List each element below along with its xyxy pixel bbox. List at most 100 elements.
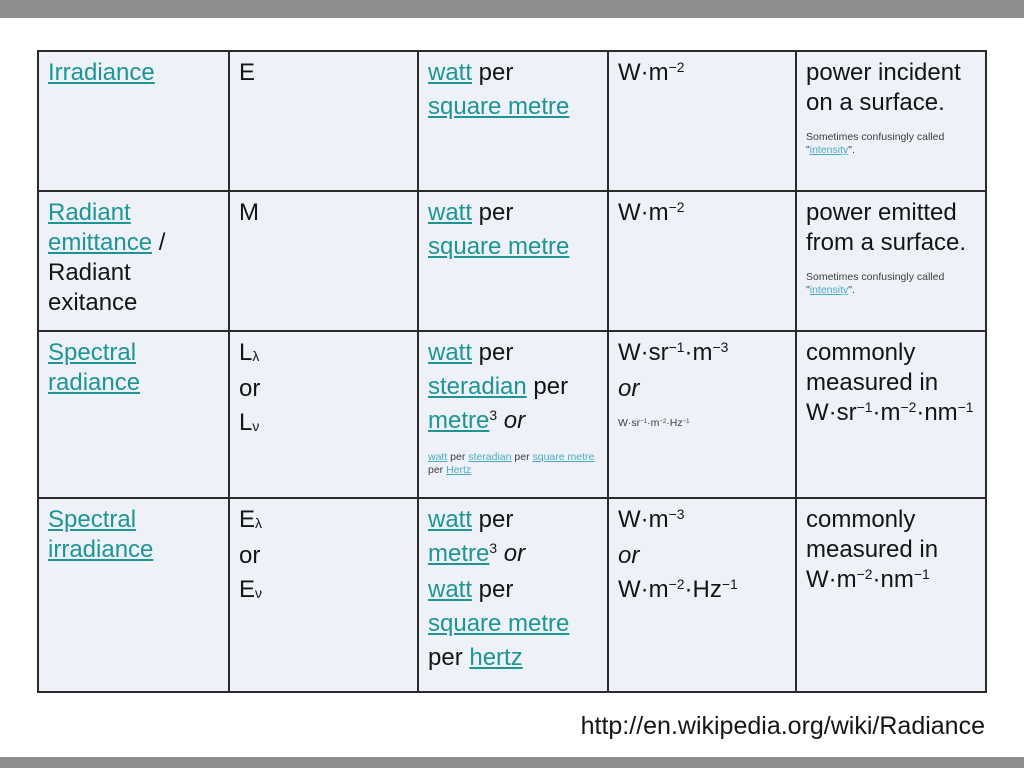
text-segment: ·m — [872, 399, 901, 426]
text-segment: per — [428, 464, 447, 476]
cell-si-units: watt per square metre — [417, 190, 609, 332]
wiki-link[interactable]: Spectral radiance — [48, 339, 141, 396]
cell-text-line: watt per — [428, 338, 597, 368]
text-segment: ". — [848, 144, 855, 156]
cell-notes: commonly measured in W·sr−1·m−2·nm−1 — [795, 330, 987, 499]
wiki-link[interactable]: square metre — [428, 233, 570, 260]
text-segment: commonly measured in W·sr — [806, 339, 939, 426]
text-segment: −3 — [668, 506, 685, 523]
text-segment: W·sr — [618, 417, 641, 429]
cell-text-line: Eν — [239, 575, 407, 607]
wiki-link[interactable]: Irradiance — [48, 59, 155, 86]
text-segment: L — [239, 339, 253, 366]
wiki-link[interactable]: steradian — [468, 451, 512, 463]
cell-text-line: Eλ — [239, 505, 407, 537]
text-segment: 3 — [489, 407, 498, 424]
cell-note: Sometimes confusingly called "intensity"… — [806, 271, 975, 297]
text-segment: λ — [255, 515, 262, 532]
text-segment: ·Hz — [684, 576, 722, 603]
cell-text-line: steradian per — [428, 372, 597, 402]
wiki-link[interactable]: watt — [428, 199, 473, 226]
wiki-link[interactable]: watt — [428, 576, 473, 603]
cell-note: W·sr−1·m−2·Hz−1 — [618, 417, 785, 431]
cell-text-line: power incident on a surface. — [806, 58, 975, 118]
cell-text-line: square metre — [428, 92, 597, 122]
cell-quantity: Irradiance — [37, 50, 230, 192]
cell-quantity: Radiant emittance / Radiant exitance — [37, 190, 230, 332]
wiki-link[interactable]: Radiant emittance — [48, 199, 153, 256]
text-segment: per — [428, 644, 470, 671]
cell-text-line: or — [239, 374, 407, 404]
cell-text-line: W·m−2 — [618, 198, 785, 230]
wiki-link[interactable]: metre — [428, 407, 490, 434]
source-url-text: http://en.wikipedia.org/wiki/Radiance — [580, 712, 985, 740]
text-segment: W·m — [618, 59, 669, 86]
wiki-link[interactable]: Hertz — [446, 464, 472, 476]
cell-si-units: watt per square metre — [417, 50, 609, 192]
text-segment: E — [239, 59, 256, 86]
cell-text-line: commonly measured in W·sr−1·m−2·nm−1 — [806, 338, 975, 430]
wiki-link[interactable]: metre — [428, 540, 490, 567]
cell-text-line: watt per — [428, 505, 597, 535]
text-segment: L — [239, 409, 253, 436]
wiki-link[interactable]: square metre — [428, 610, 570, 637]
text-segment: ·m — [647, 417, 660, 429]
text-segment: or — [497, 407, 526, 434]
wiki-link[interactable]: watt — [428, 451, 448, 463]
cell-notes: commonly measured in W·m−2·nm−1 — [795, 497, 987, 693]
wiki-link[interactable]: steradian — [428, 373, 527, 400]
text-segment: −2 — [659, 417, 667, 425]
cell-quantity: Spectral radiance — [37, 330, 230, 499]
text-segment: −1 — [682, 417, 690, 425]
text-segment: or — [618, 542, 640, 569]
text-segment: per — [472, 576, 514, 603]
wiki-link[interactable]: watt — [428, 506, 473, 533]
cell-text-line: M — [239, 198, 407, 228]
text-segment: ν — [252, 418, 260, 435]
cell-text-line: or — [618, 541, 785, 571]
wiki-link[interactable]: watt — [428, 339, 473, 366]
cell-text-line: Irradiance — [48, 58, 218, 88]
text-segment: ν — [255, 585, 262, 602]
text-segment: W·m — [618, 506, 669, 533]
text-segment: −2 — [668, 576, 685, 593]
text-segment: per — [511, 451, 533, 463]
cell-symbol: Lλ or Lν — [228, 330, 419, 499]
cell-si-abbreviation: W·m−2 — [607, 50, 797, 192]
text-segment: per — [447, 451, 469, 463]
cell-text-line: square metre — [428, 609, 597, 639]
wiki-link[interactable]: watt — [428, 59, 473, 86]
cell-si-abbreviation: W·m−3 or W·m−2·Hz−1 — [607, 497, 797, 693]
cell-si-abbreviation: W·m−2 — [607, 190, 797, 332]
text-segment: λ — [252, 348, 260, 365]
text-segment: −2 — [856, 566, 873, 583]
cell-text-line: Lλ — [239, 338, 407, 370]
wiki-link[interactable]: intensity — [809, 144, 849, 156]
text-segment: power emitted from a surface. — [806, 199, 967, 256]
wiki-link[interactable]: square metre — [532, 451, 595, 463]
text-segment: E — [239, 576, 256, 603]
text-segment: per — [526, 373, 569, 400]
text-segment: or — [239, 542, 261, 569]
cell-text-line: E — [239, 58, 407, 88]
wiki-link[interactable]: square metre — [428, 93, 570, 120]
text-segment: −1 — [721, 576, 738, 593]
text-segment: Sometimes confusingly called " — [806, 131, 945, 156]
wiki-link[interactable]: intensity — [809, 284, 849, 296]
wiki-link[interactable]: Spectral irradiance — [48, 506, 154, 563]
text-segment: M — [239, 199, 259, 226]
cell-symbol: Eλ or Eν — [228, 497, 419, 693]
cell-si-units: watt per metre3 or watt per square metre per… — [417, 497, 609, 693]
wiki-link[interactable]: hertz — [469, 644, 523, 671]
cell-text-line: Lν — [239, 408, 407, 440]
text-segment: −3 — [712, 339, 729, 356]
text-segment: −2 — [900, 399, 917, 416]
text-segment: W·m — [618, 576, 669, 603]
text-segment: −1 — [957, 399, 974, 416]
cell-text-line: W·m−3 — [618, 505, 785, 537]
text-segment: E — [239, 506, 256, 533]
text-segment: 3 — [489, 540, 498, 557]
text-segment: / Radiant exitance — [48, 229, 166, 316]
